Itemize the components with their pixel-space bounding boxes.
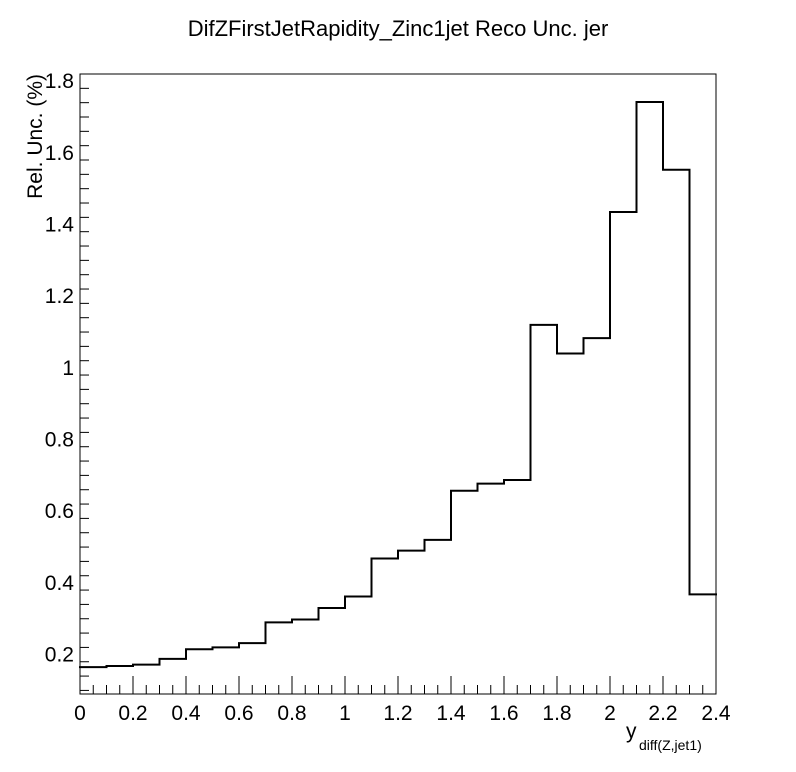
y-axis-tick-labels: 0.2 0.4 0.6 0.8 1 1.2 1.4 1.6 1.8 [45,70,75,666]
y-axis-title: Rel. Unc. (%) [24,74,47,199]
x-tick-label: 0 [74,702,86,725]
x-tick-label: 1.4 [436,702,466,725]
y-tick-label: 1.8 [45,70,74,93]
y-tick-label: 0.2 [45,644,74,667]
y-tick-label: 0.6 [45,500,74,523]
x-tick-label: 0.6 [224,702,253,725]
x-axis-tick-labels: 0 0.2 0.4 0.6 0.8 1 1.2 1.4 1.6 1.8 2 2.2 2.4 [74,702,731,725]
x-tick-label: 2.2 [648,702,677,725]
x-axis-title: y [626,720,637,743]
x-tick-label: 2 [604,702,616,725]
chart-title: DifZFirstJetRapidity_Zinc1jet Reco Unc. … [188,16,609,41]
x-tick-label: 0.4 [171,702,201,725]
x-axis-title-subscript: diff(Z,jet1) [639,737,702,753]
y-tick-label: 1.6 [45,142,74,165]
x-tick-label: 1.6 [489,702,518,725]
x-tick-label: 1.8 [542,702,571,725]
plot-frame [79,73,717,695]
y-tick-label: 0.4 [45,572,75,595]
y-axis-ticks [80,73,89,691]
x-tick-label: 0.8 [277,702,306,725]
y-tick-label: 1.4 [45,214,75,237]
x-tick-label: 1 [339,702,351,725]
y-tick-label: 1 [62,357,74,380]
histogram-bins [79,100,717,669]
y-tick-label: 0.8 [45,429,74,452]
x-tick-label: 1.2 [383,702,412,725]
x-tick-label: 0.2 [118,702,147,725]
x-axis-ticks [79,676,717,694]
y-tick-label: 1.2 [45,285,74,308]
x-tick-label: 2.4 [701,702,731,725]
